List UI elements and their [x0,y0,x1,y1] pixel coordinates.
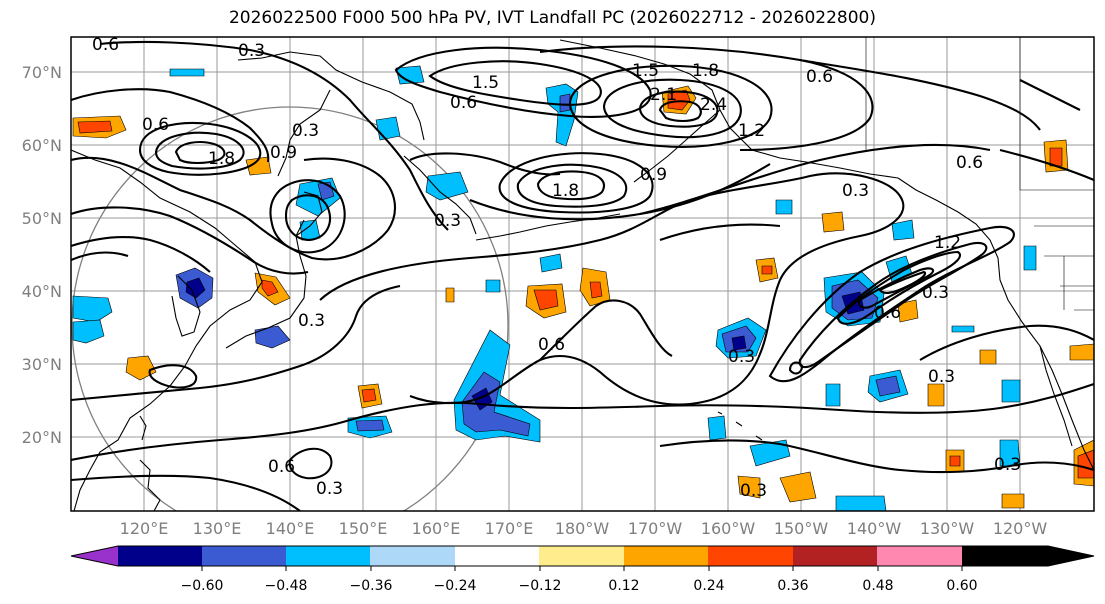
contour-label: 0.9 [640,165,667,185]
colorbar-swatch [793,546,878,566]
contour-label: 0.3 [842,181,869,201]
lat-label: 60°N [22,136,62,155]
colorbar-tick-label: −0.36 [350,578,393,594]
contour-label: 1.8 [552,181,579,201]
contour-label: 0.6 [806,67,833,87]
ivt-contours [71,40,1094,511]
colorbar-tick-label: 0.12 [608,578,639,594]
contour-label: 0.3 [238,41,265,61]
contour-label: 0.3 [922,283,949,303]
contour-label: 1.2 [934,233,961,253]
lat-label: 50°N [22,209,62,228]
lat-label: 70°N [22,63,62,82]
contour-label: 0.3 [728,347,755,367]
lon-label: 160°E [412,519,461,538]
colorbar-tick-label: 0.36 [777,578,808,594]
lat-label: 40°N [22,282,62,301]
coastlines [71,39,1094,511]
colorbar-tick-label: −0.48 [265,578,308,594]
map-title: 2026022500 F000 500 hPa PV, IVT Landfall… [228,8,876,28]
colorbar-tick-label: −0.12 [519,578,562,594]
contour-label: 2.1 [650,85,677,105]
contour-labels: 0.6 0.3 1.5 0.6 1.5 1.8 2.1 2.4 1.2 0.6 … [92,35,1021,501]
colorbar-swatch [202,546,287,566]
colorbar-outline [70,545,1095,567]
contour-label: 0.6 [874,303,901,323]
colorbar-tick-label: −0.24 [434,578,477,594]
contour-label: 0.6 [92,35,119,55]
lon-label: 170°W [628,519,683,538]
colorbar-swatch [624,546,709,566]
lon-label: 140°E [266,519,315,538]
contour-label: 0.3 [298,311,325,331]
contour-label: 0.3 [740,481,767,501]
lon-label: 150°W [774,519,829,538]
contour-label: 0.3 [292,121,319,141]
contour-label: 1.8 [208,149,235,169]
contour-label: 0.6 [538,335,565,355]
colorbar-tick-label: 0.24 [693,578,724,594]
colorbar-swatch [286,546,371,566]
colorbar-tick-label: 0.48 [862,578,893,594]
contour-label: 1.2 [738,121,765,141]
colorbar-tick-label: 0.60 [946,578,977,594]
colorbar: −0.60 −0.48 −0.36 −0.24 −0.12 0.12 0.24 … [70,545,1095,594]
contour-label: 0.6 [142,115,169,135]
lon-label: 160°W [701,519,756,538]
lon-label: 130°W [920,519,975,538]
lon-label: 130°E [193,519,242,538]
contour-label: 0.3 [316,479,343,499]
colorbar-swatch [118,546,203,566]
lat-label: 30°N [22,355,62,374]
contour-label: 0.3 [928,367,955,387]
contour-label: 2.4 [700,95,727,115]
map-frame [70,36,1095,512]
colorbar-swatch [877,546,963,566]
longitude-labels: 120°E 130°E 140°E 150°E 160°E 170°E 180°… [120,519,1048,538]
radius-circle [71,106,509,511]
contour-label: 0.3 [434,211,461,231]
contour-label: 1.5 [632,61,659,81]
lat-label: 20°N [22,428,62,447]
contour-label: 0.6 [268,457,295,477]
colorbar-swatch [539,546,625,566]
colorbar-extend-left [71,546,118,566]
contour-label: 0.9 [270,143,297,163]
colorbar-tick-label: −0.60 [181,578,224,594]
lon-label: 150°E [339,519,388,538]
latitude-labels: 70°N 60°N 50°N 40°N 30°N 20°N [22,63,62,447]
lon-label: 170°E [485,519,534,538]
colorbar-swatch [455,546,540,566]
contour-label: 0.6 [956,153,983,173]
lon-label: 120°W [993,519,1048,538]
contour-label: 0.6 [450,93,477,113]
lon-label: 140°W [847,519,902,538]
colorbar-swatch [370,546,456,566]
contour-label: 1.5 [472,73,499,93]
contour-label: 1.8 [692,61,719,81]
lon-label: 120°E [120,519,169,538]
lon-label: 180°W [555,519,610,538]
colorbar-extend-right [962,546,1094,566]
contour-label: 0.3 [994,455,1021,475]
colorbar-swatch [708,546,794,566]
